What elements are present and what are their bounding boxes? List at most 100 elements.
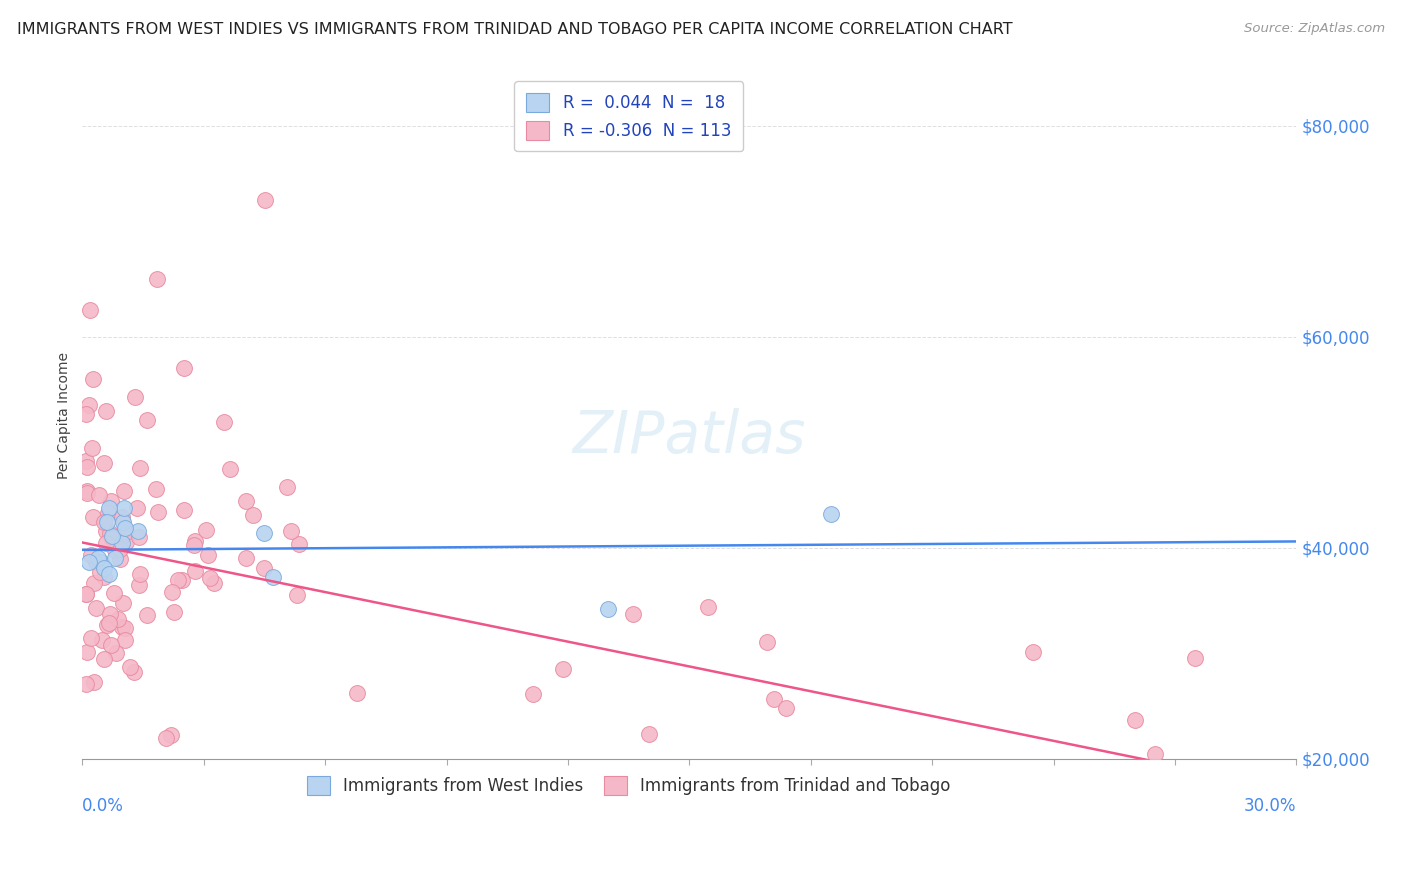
Point xyxy=(146,504,169,518)
Point xyxy=(82,441,104,455)
Point xyxy=(115,524,138,539)
Point xyxy=(75,586,97,600)
Point xyxy=(89,566,111,580)
Point xyxy=(128,530,150,544)
Point xyxy=(127,524,149,538)
Point xyxy=(112,500,135,515)
Point xyxy=(96,524,118,538)
Point xyxy=(129,461,152,475)
Point xyxy=(114,520,136,534)
Point xyxy=(79,555,101,569)
Point xyxy=(202,575,225,590)
Point xyxy=(120,659,142,673)
Point xyxy=(98,525,121,540)
Point xyxy=(197,549,219,563)
Point xyxy=(125,500,148,515)
Point xyxy=(104,543,127,558)
Point xyxy=(87,551,110,566)
Point xyxy=(280,524,302,539)
Text: 0.0%: 0.0% xyxy=(83,797,124,814)
Point xyxy=(212,416,235,430)
Point xyxy=(262,570,284,584)
Y-axis label: Per Capita Income: Per Capita Income xyxy=(58,352,72,479)
Point xyxy=(98,615,121,630)
Point xyxy=(128,567,150,582)
Point xyxy=(820,507,842,521)
Point xyxy=(82,372,104,386)
Point xyxy=(235,494,257,508)
Point xyxy=(160,728,183,742)
Point xyxy=(96,536,118,550)
Point xyxy=(83,674,105,689)
Point xyxy=(104,646,127,660)
Point xyxy=(77,398,100,412)
Point xyxy=(91,632,114,647)
Point xyxy=(114,632,136,647)
Point xyxy=(755,635,778,649)
Point xyxy=(166,573,188,587)
Point xyxy=(136,412,159,426)
Point xyxy=(93,560,115,574)
Point xyxy=(522,687,544,701)
Point xyxy=(112,483,135,498)
Point xyxy=(83,576,105,591)
Point xyxy=(79,302,101,317)
Point xyxy=(75,587,97,601)
Point xyxy=(80,548,103,562)
Point xyxy=(87,488,110,502)
Point xyxy=(76,645,98,659)
Point xyxy=(108,541,131,556)
Point xyxy=(111,620,134,634)
Point xyxy=(285,588,308,602)
Point xyxy=(100,531,122,545)
Point xyxy=(94,403,117,417)
Point xyxy=(100,638,122,652)
Point xyxy=(75,677,97,691)
Point xyxy=(194,523,217,537)
Point xyxy=(124,390,146,404)
Point xyxy=(163,605,186,619)
Point xyxy=(111,510,134,524)
Point xyxy=(75,454,97,468)
Point xyxy=(112,596,135,610)
Point xyxy=(242,508,264,522)
Point xyxy=(93,456,115,470)
Point xyxy=(128,578,150,592)
Point xyxy=(763,691,786,706)
Point xyxy=(96,515,118,529)
Point xyxy=(276,480,298,494)
Point xyxy=(97,501,120,516)
Point xyxy=(76,460,98,475)
Point xyxy=(122,665,145,679)
Point xyxy=(696,600,718,615)
Point xyxy=(172,574,194,588)
Point xyxy=(235,550,257,565)
Point xyxy=(75,407,97,421)
Point xyxy=(173,361,195,376)
Point xyxy=(94,788,117,802)
Point xyxy=(96,617,118,632)
Point xyxy=(1143,747,1166,761)
Point xyxy=(155,731,177,745)
Point xyxy=(162,584,184,599)
Point xyxy=(1022,645,1045,659)
Point xyxy=(93,651,115,665)
Point xyxy=(93,570,115,584)
Point xyxy=(115,534,138,549)
Point xyxy=(98,607,121,621)
Point xyxy=(103,586,125,600)
Point xyxy=(146,271,169,285)
Point xyxy=(97,506,120,520)
Text: Source: ZipAtlas.com: Source: ZipAtlas.com xyxy=(1244,22,1385,36)
Point xyxy=(76,485,98,500)
Point xyxy=(136,608,159,623)
Point xyxy=(111,515,134,529)
Point xyxy=(183,538,205,552)
Text: IMMIGRANTS FROM WEST INDIES VS IMMIGRANTS FROM TRINIDAD AND TOBAGO PER CAPITA IN: IMMIGRANTS FROM WEST INDIES VS IMMIGRANT… xyxy=(17,22,1012,37)
Point xyxy=(184,534,207,549)
Point xyxy=(104,551,127,566)
Point xyxy=(1002,789,1025,804)
Point xyxy=(253,561,276,575)
Point xyxy=(84,555,107,569)
Point xyxy=(98,566,121,581)
